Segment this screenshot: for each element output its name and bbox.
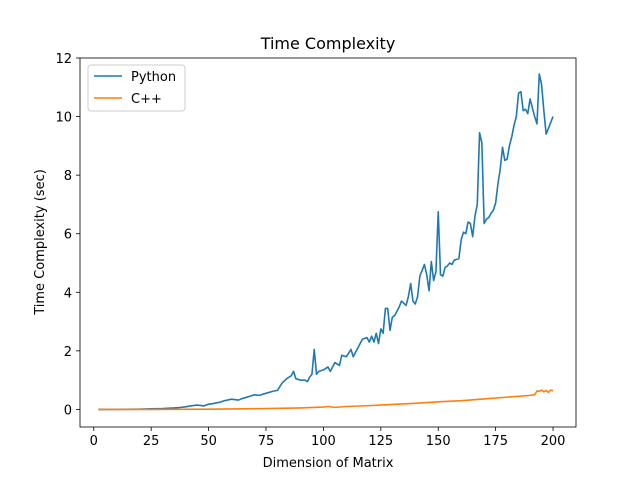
y-tick-label-2: 4 <box>64 286 72 301</box>
y-tick-label-0: 0 <box>64 403 72 418</box>
x-tick-label-3: 75 <box>258 434 275 449</box>
y-tick-label-5: 10 <box>55 111 72 126</box>
chart-title: Time Complexity <box>260 34 396 53</box>
y-tick-label-3: 6 <box>64 228 72 243</box>
y-axis-label: Time Complexity (sec) <box>33 169 48 316</box>
legend-label-python: Python <box>131 70 176 85</box>
x-tick-label-8: 200 <box>541 434 566 449</box>
x-tick-label-4: 100 <box>311 434 336 449</box>
x-tick-label-6: 150 <box>426 434 451 449</box>
legend-label-c: C++ <box>131 92 162 107</box>
x-tick-label-7: 175 <box>483 434 508 449</box>
x-tick-label-0: 0 <box>90 434 98 449</box>
x-tick-label-2: 50 <box>200 434 217 449</box>
y-tick-label-1: 2 <box>64 345 72 360</box>
series-line-c <box>98 389 554 411</box>
x-tick-label-5: 125 <box>368 434 393 449</box>
plot-area: 0 25 50 75 100 125 150 175 200 0 2 4 6 8 10 12 Python C++ <box>55 52 577 449</box>
series-line-python <box>98 73 554 411</box>
x-tick-label-1: 25 <box>143 434 160 449</box>
axes-frame <box>79 57 577 428</box>
y-tick-label-6: 12 <box>55 52 72 67</box>
y-tick-label-4: 8 <box>64 169 72 184</box>
x-axis-label: Dimension of Matrix <box>263 456 394 471</box>
